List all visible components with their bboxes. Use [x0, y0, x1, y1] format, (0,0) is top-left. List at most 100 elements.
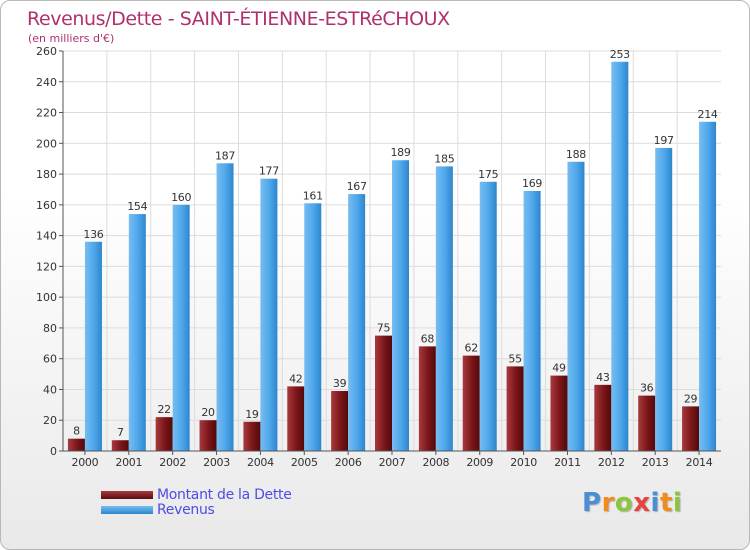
revenue-value-label: 253	[610, 48, 630, 61]
debt-bar	[550, 375, 568, 451]
x-tick-label: 2004	[247, 456, 274, 469]
debt-value-label: 19	[245, 408, 259, 421]
revenue-bar	[479, 181, 497, 451]
x-tick-label: 2003	[203, 456, 230, 469]
chart-subtitle: (en milliers d'€)	[28, 32, 115, 45]
debt-value-label: 22	[157, 403, 170, 416]
x-tick-label: 2012	[598, 456, 625, 469]
debt-value-label: 43	[596, 371, 610, 384]
debt-bar	[418, 346, 436, 451]
y-tick-label: 60	[43, 353, 57, 366]
bar-chart: 0204060801001201401601802002202402602000…	[36, 45, 721, 469]
logo-letter: x	[633, 488, 651, 518]
y-tick-label: 160	[36, 199, 57, 212]
revenue-bar	[392, 160, 409, 451]
legend-swatch-revenue	[101, 506, 153, 514]
debt-bar	[111, 440, 129, 451]
axes: 0204060801001201401601802002202402602000…	[36, 45, 721, 469]
debt-bar	[287, 386, 305, 451]
y-tick-label: 100	[36, 291, 57, 304]
y-tick-label: 140	[36, 230, 57, 243]
x-tick-label: 2006	[335, 456, 362, 469]
revenue-bar	[172, 204, 190, 451]
legend-label-revenue: Revenus	[157, 502, 215, 518]
revenue-value-label: 197	[654, 134, 674, 147]
x-tick-label: 2014	[686, 456, 713, 469]
x-tick-label: 2002	[159, 456, 186, 469]
revenue-value-label: 136	[83, 228, 103, 241]
y-tick-label: 120	[36, 260, 57, 273]
debt-bar	[682, 406, 700, 451]
debt-value-label: 20	[201, 406, 215, 419]
revenue-bar	[567, 161, 585, 451]
debt-bar	[67, 438, 85, 451]
revenue-value-label: 175	[478, 168, 498, 181]
revenue-bar	[655, 147, 673, 451]
debt-bar	[243, 421, 261, 451]
revenue-bar	[435, 166, 453, 451]
debt-value-label: 36	[640, 382, 654, 395]
revenue-bar	[699, 121, 717, 452]
debt-bar	[199, 420, 217, 451]
y-tick-label: 20	[43, 414, 57, 427]
logo-letter: r	[601, 488, 615, 518]
x-tick-label: 2000	[72, 456, 99, 469]
revenue-value-label: 185	[434, 152, 454, 165]
debt-value-label: 39	[333, 377, 347, 390]
revenue-bar	[611, 61, 629, 452]
debt-value-label: 75	[377, 322, 391, 335]
revenue-bar	[260, 178, 278, 451]
debt-value-label: 68	[421, 332, 435, 345]
debt-bar	[506, 366, 524, 451]
y-tick-label: 200	[36, 137, 57, 150]
revenue-value-label: 177	[259, 165, 279, 178]
debt-value-label: 62	[465, 342, 478, 355]
debt-value-label: 8	[73, 425, 80, 438]
logo-letter: o	[614, 488, 634, 518]
revenue-value-label: 188	[566, 148, 586, 161]
revenue-value-label: 214	[698, 108, 718, 121]
revenue-bar	[348, 194, 366, 452]
revenue-value-label: 154	[127, 200, 147, 213]
x-tick-label: 2011	[554, 456, 581, 469]
proxiti-logo: Proxiti	[582, 488, 682, 518]
logo-letter: i	[672, 488, 683, 518]
debt-value-label: 42	[289, 372, 302, 385]
logo-letter: i	[650, 488, 660, 518]
debt-value-label: 49	[552, 362, 566, 375]
debt-value-label: 7	[117, 426, 124, 439]
y-tick-label: 220	[36, 107, 57, 120]
debt-value-label: 29	[684, 392, 698, 405]
revenue-bar	[304, 203, 322, 451]
revenue-value-label: 167	[347, 180, 367, 193]
logo-letter: P	[582, 488, 602, 518]
debt-bar	[155, 417, 173, 451]
chart-title: Revenus/Dette - SAINT-ÉTIENNE-ESTRéCHOUX	[27, 8, 450, 30]
logo-letter: t	[659, 488, 673, 518]
y-tick-label: 260	[36, 45, 57, 58]
x-tick-label: 2005	[291, 456, 318, 469]
legend-label-debt: Montant de la Dette	[157, 487, 292, 503]
revenue-bar	[216, 163, 234, 452]
debt-bar	[594, 384, 612, 451]
x-tick-label: 2013	[642, 456, 669, 469]
y-tick-label: 80	[43, 322, 57, 335]
debt-value-label: 55	[508, 352, 522, 365]
revenue-value-label: 169	[522, 177, 542, 190]
x-tick-label: 2007	[379, 456, 406, 469]
y-tick-label: 40	[43, 383, 57, 396]
debt-bar	[638, 395, 656, 451]
x-tick-label: 2009	[466, 456, 493, 469]
revenue-value-label: 161	[303, 189, 323, 202]
revenue-value-label: 189	[390, 146, 410, 159]
bars	[67, 61, 717, 452]
x-tick-label: 2001	[115, 456, 142, 469]
y-tick-label: 0	[50, 445, 57, 458]
y-tick-label: 180	[36, 168, 57, 181]
y-tick-label: 240	[36, 76, 57, 89]
revenue-bar	[523, 191, 541, 451]
revenue-value-label: 160	[171, 191, 191, 204]
revenue-bar	[128, 214, 146, 451]
x-tick-label: 2008	[422, 456, 449, 469]
